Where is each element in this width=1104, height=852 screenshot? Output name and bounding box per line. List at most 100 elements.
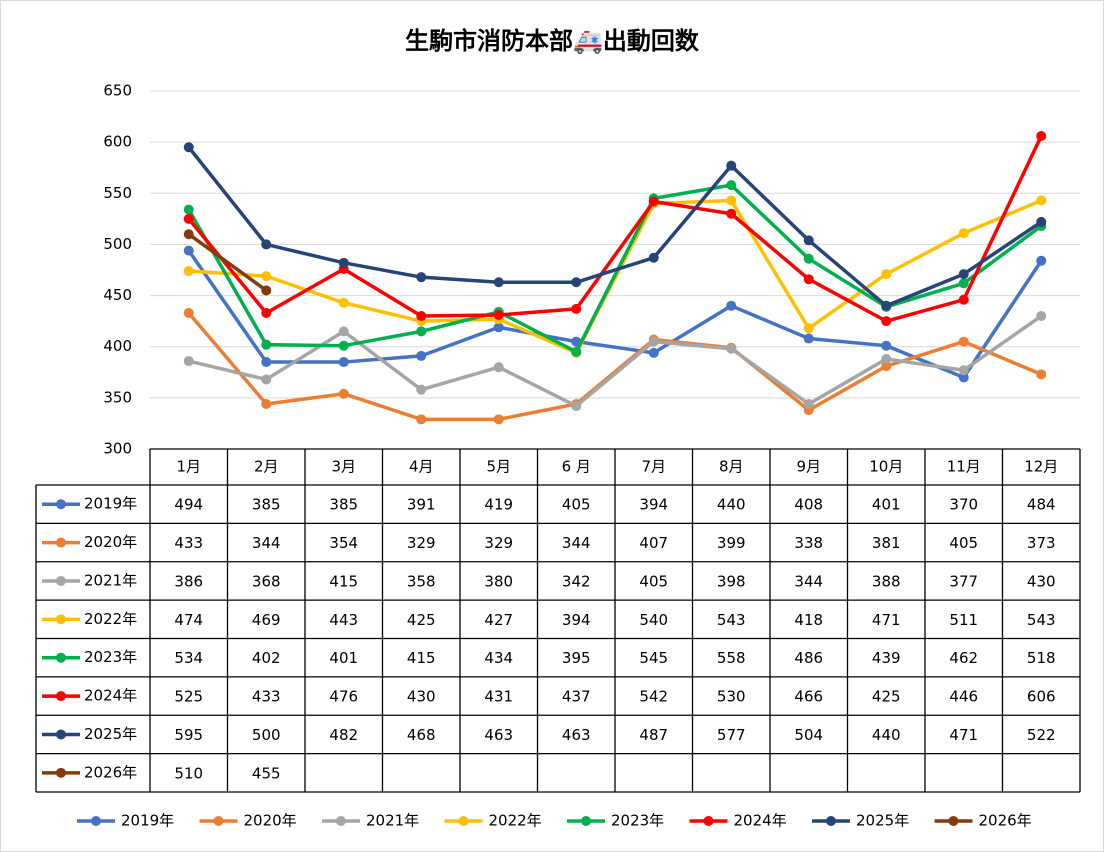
- table-legend-marker: [56, 499, 66, 510]
- legend-label: 2020年: [244, 812, 297, 830]
- point: [261, 357, 272, 368]
- x-tick-label: 11月: [947, 458, 981, 476]
- point: [571, 277, 582, 288]
- table-cell: 494: [174, 496, 203, 514]
- table-cell: 446: [949, 688, 978, 706]
- table-cell: 344: [562, 534, 591, 552]
- x-tick-label: 2月: [254, 458, 279, 476]
- table-cell: 463: [562, 726, 591, 744]
- legend-marker: [458, 816, 469, 826]
- table-cell: 401: [329, 649, 358, 667]
- legend-marker: [336, 816, 346, 826]
- point: [803, 235, 814, 246]
- point: [958, 269, 969, 280]
- point: [493, 277, 504, 288]
- table-cell: 415: [407, 649, 436, 667]
- point: [493, 310, 504, 321]
- x-tick-label: 1月: [176, 458, 201, 476]
- table-cell: 354: [329, 534, 358, 552]
- table-legend-marker: [56, 652, 66, 663]
- point: [571, 401, 582, 412]
- point: [261, 271, 272, 282]
- table-cell: 440: [717, 496, 746, 514]
- table-cell: 418: [794, 611, 823, 629]
- table-cell: 399: [717, 534, 746, 552]
- table-cell: 484: [1027, 496, 1056, 514]
- point: [183, 229, 194, 240]
- table-row-label: 2024年: [84, 687, 137, 705]
- point: [958, 372, 969, 383]
- table-cell: 329: [484, 534, 513, 552]
- point: [803, 398, 814, 409]
- table-cell: 482: [329, 726, 358, 744]
- table-cell: 437: [562, 688, 591, 706]
- series-line: [187, 135, 1043, 323]
- table-cell: 487: [639, 726, 668, 744]
- point: [338, 326, 349, 337]
- point: [261, 307, 272, 318]
- table-cell: 463: [484, 726, 513, 744]
- legend-label: 2024年: [734, 812, 787, 830]
- point: [416, 326, 427, 337]
- x-tick-label: 6 月: [562, 458, 591, 476]
- table-cell: 419: [484, 496, 513, 514]
- point: [803, 274, 814, 285]
- table-cell: 370: [949, 496, 978, 514]
- point: [648, 252, 659, 263]
- series-line: [187, 232, 268, 292]
- table-cell: 408: [794, 496, 823, 514]
- point: [1036, 131, 1047, 142]
- point: [803, 323, 814, 334]
- table-cell: 377: [949, 572, 978, 590]
- series-line: [187, 183, 1043, 354]
- x-tick-label: 7月: [641, 458, 666, 476]
- table-cell: 545: [639, 649, 668, 667]
- table-cell: 388: [872, 572, 901, 590]
- point: [958, 365, 969, 376]
- x-tick-label: 8月: [719, 458, 744, 476]
- table-cell: 380: [484, 572, 513, 590]
- point: [261, 374, 272, 385]
- table-cell: 344: [252, 534, 281, 552]
- table-legend-marker: [56, 767, 66, 778]
- point: [338, 297, 349, 308]
- point: [648, 336, 659, 347]
- table-cell: 474: [174, 611, 203, 629]
- table-cell: 511: [949, 611, 978, 629]
- point: [416, 414, 427, 425]
- point: [416, 272, 427, 283]
- x-tick-label: 5月: [486, 458, 511, 476]
- point: [1036, 311, 1047, 322]
- table-cell: 433: [174, 534, 203, 552]
- table-cell: 440: [872, 726, 901, 744]
- table-cell: 504: [794, 726, 823, 744]
- table-cell: 394: [639, 496, 668, 514]
- y-tick-label: 600: [103, 133, 132, 151]
- point: [183, 204, 194, 215]
- x-tick-label: 10月: [869, 458, 903, 476]
- legend-marker: [91, 816, 101, 826]
- y-tick-label: 650: [103, 82, 132, 100]
- point: [958, 278, 969, 289]
- point: [493, 322, 504, 333]
- point: [1036, 369, 1047, 380]
- point: [648, 347, 659, 358]
- point: [726, 195, 737, 206]
- y-tick-label: 450: [103, 286, 132, 304]
- table-cell: 471: [949, 726, 978, 744]
- table-legend-marker: [56, 691, 66, 702]
- point: [571, 303, 582, 314]
- table-row-label: 2020年: [84, 533, 137, 551]
- point: [803, 253, 814, 264]
- table-cell: 471: [872, 611, 901, 629]
- table-row-label: 2025年: [84, 725, 137, 743]
- table-cell: 385: [329, 496, 358, 514]
- point: [881, 361, 892, 372]
- point: [183, 213, 194, 224]
- table-cell: 394: [562, 611, 591, 629]
- y-tick-label: 550: [103, 184, 132, 202]
- table-cell: 425: [872, 688, 901, 706]
- point: [416, 350, 427, 361]
- table-cell: 433: [252, 688, 281, 706]
- table-cell: 540: [639, 611, 668, 629]
